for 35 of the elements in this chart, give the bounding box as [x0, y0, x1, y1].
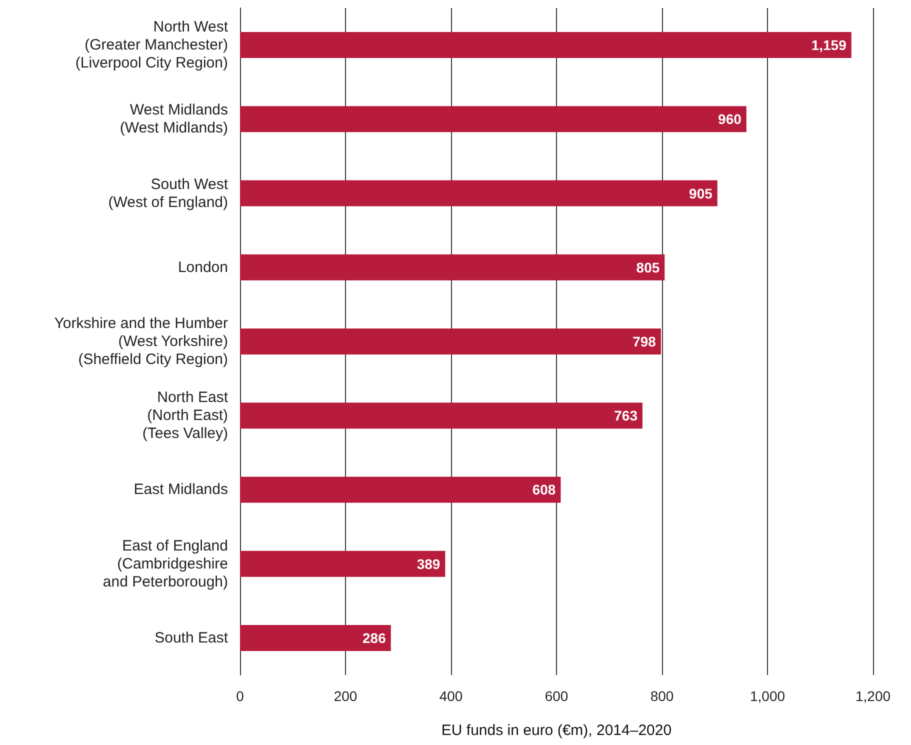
x-tick-label: 1,200 [855, 688, 891, 704]
data-label: 905 [689, 185, 713, 202]
y-tick-label: London [178, 258, 228, 276]
data-label: 608 [532, 482, 556, 498]
data-label: 286 [362, 630, 386, 646]
y-tick-label: East Midlands [134, 481, 228, 498]
bar [240, 550, 446, 577]
bar [240, 106, 746, 132]
data-label: 805 [636, 259, 660, 276]
bar [240, 476, 561, 503]
y-tick-label: North West (Greater Manchester) (Liverpool City Region) [75, 18, 229, 72]
x-tick-label: 600 [544, 688, 568, 704]
bar [240, 402, 642, 429]
data-label: 798 [632, 334, 656, 350]
x-tick-label: 200 [334, 688, 358, 704]
y-tick-label: West Midlands (West Midlands) [120, 102, 228, 137]
y-tick-label: South West (West of England) [108, 176, 229, 211]
x-axis-title: EU funds in euro (€m), 2014–2020 [441, 722, 672, 739]
data-label: 960 [718, 111, 742, 128]
x-tick-label: 1,000 [750, 688, 786, 704]
bar [240, 180, 718, 206]
data-label: 763 [614, 408, 638, 424]
x-tick-label: 800 [650, 688, 674, 704]
data-label: 1,159 [811, 37, 847, 54]
bar [240, 624, 391, 651]
y-tick-label: South East [154, 629, 229, 646]
x-tick-label: 400 [439, 688, 463, 704]
x-tick-label: 0 [236, 688, 244, 704]
bar [240, 328, 661, 354]
bar [240, 254, 665, 280]
y-tick-label: East of England (Cambridgeshire and Peterborough) [102, 537, 228, 590]
y-tick-label: North East (North East) (Tees Valley) [142, 389, 229, 442]
y-tick-label: Yorkshire and the Humber (West Yorkshire) (Sheffield City Region) [54, 315, 228, 368]
data-label: 389 [416, 556, 440, 572]
bar [240, 32, 852, 58]
